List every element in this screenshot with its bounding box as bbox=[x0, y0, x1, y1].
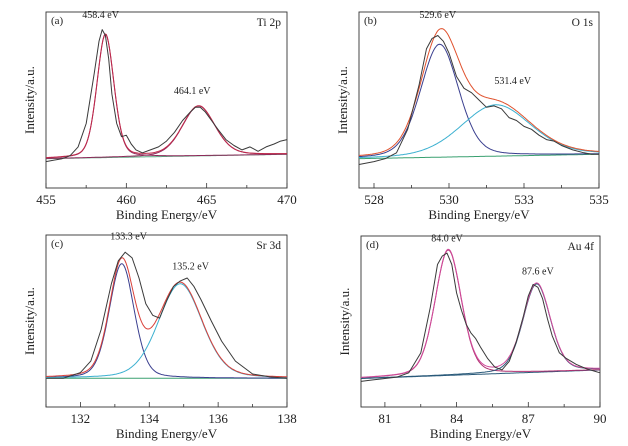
peak-annotation: 531.4 eV bbox=[494, 76, 531, 87]
x-tick-label: 134 bbox=[140, 411, 160, 426]
plot-frame bbox=[45, 11, 288, 189]
peak-annotation: 529.6 eV bbox=[419, 10, 456, 21]
panel-sr-3d: 132 134 136 138 Binding Energy/eV Intensity/a… bbox=[22, 231, 297, 441]
plot-frame bbox=[358, 11, 600, 189]
x-tick-label: 87 bbox=[522, 411, 536, 426]
plot-frame bbox=[360, 235, 601, 408]
raw-spectrum bbox=[360, 252, 601, 382]
panel-label: (c) bbox=[51, 238, 64, 250]
x-axis-label: Binding Energy/eV bbox=[428, 207, 530, 222]
x-tick-label: 465 bbox=[197, 192, 217, 207]
panel-label: (b) bbox=[364, 15, 377, 27]
element-label: Ti 2p bbox=[257, 17, 281, 29]
fit-component-1 bbox=[358, 43, 599, 158]
peak-annotation: 135.2 eV bbox=[172, 261, 209, 272]
y-axis-label: Intensity/a.u. bbox=[22, 287, 37, 355]
x-tick-label: 84 bbox=[450, 411, 464, 426]
fit-component-1 bbox=[46, 34, 287, 159]
raw-spectrum bbox=[358, 35, 599, 165]
x-axis-label: Binding Energy/eV bbox=[116, 426, 218, 441]
element-label: Sr 3d bbox=[256, 240, 281, 252]
x-axis-label: Binding Energy/eV bbox=[116, 207, 218, 222]
x-tick-label: 138 bbox=[277, 411, 297, 426]
panel-label: (d) bbox=[366, 239, 379, 251]
element-label: O 1s bbox=[572, 17, 594, 29]
fit-envelope bbox=[46, 33, 287, 159]
x-tick-label: 535 bbox=[589, 192, 609, 207]
fit-envelope bbox=[358, 28, 599, 156]
fit-envelope bbox=[45, 257, 287, 378]
panel-o-1s: 528 530 533 535 Binding Energy/eV Intensity/a… bbox=[335, 10, 609, 222]
y-axis-label: Intensity/a.u. bbox=[337, 288, 352, 356]
plot-frame bbox=[45, 234, 288, 408]
fit-envelope bbox=[360, 248, 600, 378]
raw-spectrum bbox=[45, 29, 288, 163]
panel-label: (a) bbox=[51, 15, 64, 27]
x-tick-label: 132 bbox=[71, 411, 91, 426]
element-label: Au 4f bbox=[567, 241, 594, 253]
fit-component-1 bbox=[361, 249, 601, 378]
raw-spectrum bbox=[46, 251, 288, 379]
peak-annotation: 87.6 eV bbox=[522, 266, 554, 277]
fit-component-2 bbox=[358, 104, 600, 159]
panel-au-4f: 81 84 87 90 Binding Energy/eV Intensity/a.u. (… bbox=[337, 234, 607, 441]
peak-annotation: 458.4 eV bbox=[82, 10, 119, 21]
x-tick-label: 528 bbox=[364, 192, 384, 207]
x-tick-label: 470 bbox=[277, 192, 297, 207]
y-axis-label: Intensity/a.u. bbox=[335, 66, 350, 134]
x-tick-label: 81 bbox=[378, 411, 391, 426]
x-tick-label: 90 bbox=[594, 411, 607, 426]
x-tick-label: 136 bbox=[208, 411, 228, 426]
x-tick-label: 460 bbox=[117, 192, 137, 207]
panel-ti-2p: 455 460 465 470 Binding Energy/eV Intensity/a… bbox=[22, 10, 297, 222]
x-axis-label: Binding Energy/eV bbox=[430, 426, 532, 441]
x-tick-label: 533 bbox=[514, 192, 534, 207]
x-tick-label: 530 bbox=[439, 192, 459, 207]
peak-annotation: 464.1 eV bbox=[174, 86, 211, 97]
background-line bbox=[358, 153, 599, 160]
fit-component-1 bbox=[46, 263, 287, 379]
peak-annotation: 133.3 eV bbox=[110, 231, 147, 242]
x-tick-label: 455 bbox=[36, 192, 56, 207]
y-axis-label: Intensity/a.u. bbox=[22, 66, 37, 134]
peak-annotation: 84.0 eV bbox=[431, 234, 463, 245]
